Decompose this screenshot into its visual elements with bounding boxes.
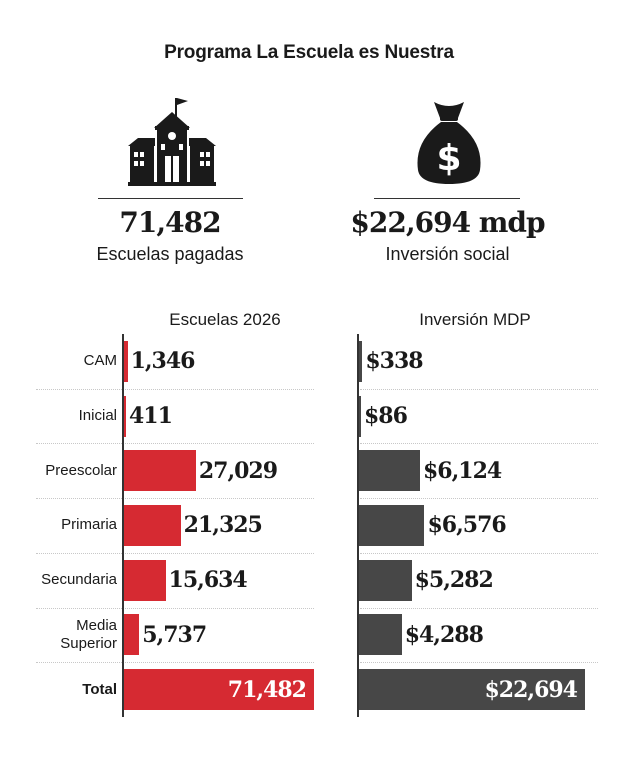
- axis-line: [357, 334, 359, 717]
- axis-line: [122, 334, 124, 717]
- bar: [359, 340, 363, 382]
- bar: [124, 450, 196, 492]
- category-label: Total: [82, 680, 117, 698]
- money-bag-icon: $: [417, 102, 481, 184]
- bar: [359, 669, 585, 711]
- bar: [359, 614, 402, 656]
- bar: [124, 559, 166, 601]
- bar: [359, 559, 412, 601]
- divider: [98, 198, 243, 199]
- value-label: 21,325: [183, 512, 263, 539]
- bar: [359, 450, 420, 492]
- row-separator: [36, 443, 314, 445]
- school-icon: [128, 98, 216, 186]
- chart-title-schools: Escuelas 2026: [169, 310, 281, 329]
- schools-total: 71,482: [119, 206, 221, 239]
- investment-caption: Inversión social: [385, 244, 510, 264]
- row-separator: [360, 552, 598, 554]
- row-separator: [36, 388, 314, 390]
- row-separator: [360, 498, 598, 500]
- bar: [124, 395, 126, 437]
- category-label: Primaria: [61, 516, 117, 534]
- value-label: $6,576: [427, 512, 506, 539]
- bar: [359, 395, 361, 437]
- value-label: $86: [364, 403, 408, 430]
- investment-total: $22,694 mdp: [350, 206, 545, 239]
- svg-text:$: $: [436, 138, 461, 179]
- value-label: $338: [365, 348, 423, 375]
- row-separator: [36, 552, 314, 554]
- value-label: 5,737: [142, 621, 207, 648]
- page-title: Programa La Escuela es Nuestra: [164, 42, 454, 63]
- value-label: $5,282: [414, 567, 494, 594]
- category-label: Secundaria: [41, 571, 117, 589]
- row-separator: [360, 388, 598, 390]
- schools-caption: Escuelas pagadas: [96, 244, 244, 264]
- row-separator: [36, 662, 314, 664]
- category-label: Preescolar: [45, 461, 117, 479]
- row-separator: [36, 607, 314, 609]
- chart-title-investment: Inversión MDP: [419, 310, 531, 329]
- category-label: CAM: [83, 352, 117, 370]
- value-label: 1,346: [130, 348, 196, 375]
- value-label: 15,634: [168, 567, 248, 594]
- value-label: $4,288: [404, 621, 484, 648]
- divider: [374, 198, 520, 199]
- row-separator: [360, 443, 598, 445]
- bar: [124, 504, 181, 546]
- bar: [359, 504, 425, 546]
- category-label: Inicial: [78, 407, 117, 425]
- value-label: $22,694: [484, 676, 578, 703]
- row-separator: [360, 662, 598, 664]
- bar: [124, 340, 128, 382]
- category-label: Media Superior: [60, 616, 117, 652]
- value-label: $6,124: [422, 457, 502, 484]
- bar: [124, 614, 140, 656]
- value-label: 71,482: [227, 676, 307, 703]
- row-separator: [360, 607, 598, 609]
- bar: [124, 669, 314, 711]
- row-separator: [36, 498, 314, 500]
- value-label: 27,029: [198, 457, 278, 484]
- value-label: 411: [129, 403, 173, 430]
